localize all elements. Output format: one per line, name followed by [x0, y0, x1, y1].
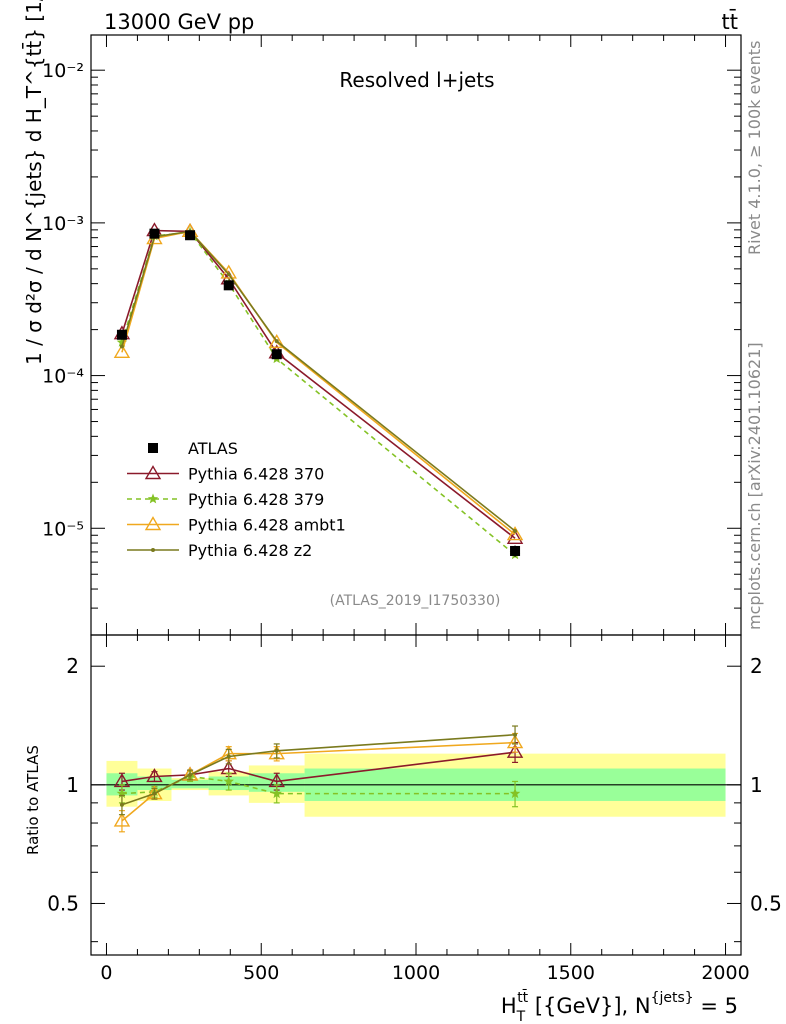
ratio-line — [121, 775, 516, 795]
data-point — [223, 280, 234, 291]
header-left: 13000 GeV pp — [104, 10, 254, 34]
series-point — [268, 333, 285, 349]
data-point — [116, 329, 127, 340]
main-y-tick-label: 10⁻³ — [42, 213, 84, 235]
ratio-y-tick-label-right: 2 — [750, 654, 763, 678]
legend-label: ATLAS — [188, 439, 238, 458]
ratio-point — [226, 754, 231, 759]
xlabel: HTtt̄ [{GeV}], N{jets} = 5 — [501, 988, 738, 1024]
plot-title: Resolved l+jets — [339, 68, 494, 92]
main-ylabel: 1 / σ d²σ / d N^{jets} d H_T^{tt̄} [1/Ge… — [21, 0, 46, 365]
series-point — [116, 336, 128, 347]
main-y-tick-label: 10⁻⁴ — [42, 366, 84, 388]
xlabel-sup2: {jets} — [651, 990, 694, 1006]
xlabel-mid: [{GeV}], N — [528, 994, 650, 1018]
x-tick-label: 500 — [243, 962, 279, 984]
main-y-tick-label: 10⁻⁵ — [42, 518, 84, 540]
ratio-band-inner — [171, 779, 209, 789]
ratio-line — [121, 751, 516, 783]
legend-label: Pythia 6.428 ambt1 — [188, 516, 346, 535]
xlabel-sup: tt̄ — [517, 988, 528, 1006]
ratio-point — [146, 768, 163, 783]
header-right: tt̄ — [722, 9, 738, 34]
legend: ATLAS Pythia 6.428 370 Pythia 6.428 379 Pyt… — [127, 439, 346, 560]
legend-label: Pythia 6.428 z2 — [188, 541, 312, 560]
xlabel-main: H — [501, 994, 517, 1018]
data-point — [149, 228, 160, 239]
series-line — [121, 229, 516, 539]
data-point — [510, 545, 521, 556]
series-point — [274, 339, 279, 344]
legend-marker — [151, 548, 155, 552]
series-point — [119, 344, 124, 349]
main-y-tick-label: 10⁻² — [42, 60, 84, 82]
ratio-point — [506, 743, 524, 758]
series-point — [506, 529, 524, 544]
ratio-point — [274, 748, 279, 753]
data-point — [185, 230, 196, 241]
main-panel — [113, 222, 524, 560]
ratio-y-tick-label-left: 1 — [66, 773, 79, 797]
rivet-label: Rivet 4.1.0, ≥ 100k events — [745, 41, 764, 255]
ratio-point — [513, 732, 518, 737]
ratio-point — [223, 775, 234, 786]
ratio-band-inner — [137, 776, 172, 791]
x-tick-label: 2000 — [701, 962, 749, 984]
ratio-point — [116, 788, 128, 799]
ratio-y-tick-label-right: 0.5 — [750, 891, 782, 915]
x-tick-label: 1000 — [392, 962, 440, 984]
ratio-point — [113, 812, 131, 827]
ratio-point — [506, 734, 524, 749]
ratio-point — [268, 745, 285, 760]
ratio-point — [119, 802, 124, 807]
x-tick-label: 0 — [100, 962, 112, 984]
ratio-line — [121, 733, 516, 806]
data-point — [271, 349, 282, 360]
series-point — [506, 526, 524, 541]
x-tick-label: 1500 — [547, 962, 595, 984]
legend-marker — [147, 493, 159, 504]
ratio-y-tick-label-left: 2 — [66, 654, 79, 678]
series-line — [121, 230, 516, 532]
ratio-point — [188, 772, 193, 777]
ratio-point — [152, 791, 157, 796]
series-point — [513, 528, 518, 533]
xlabel-sub: T — [516, 1009, 526, 1024]
ratio-ylabel: Ratio to ATLAS — [24, 745, 42, 855]
legend-marker — [144, 465, 162, 480]
analysis-id: (ATLAS_2019_I1750330) — [330, 593, 501, 609]
xlabel-tail: = 5 — [694, 994, 738, 1018]
legend-marker — [148, 443, 158, 453]
ratio-y-tick-label-right: 1 — [750, 773, 763, 797]
ratio-point — [509, 788, 521, 799]
series-point — [220, 264, 237, 279]
mcplots-label: mcplots.cern.ch [arXiv:2401.10621] — [745, 342, 764, 630]
legend-marker — [144, 516, 162, 531]
ratio-y-tick-label-left: 0.5 — [47, 891, 79, 915]
legend-label: Pythia 6.428 370 — [188, 465, 324, 484]
legend-label: Pythia 6.428 379 — [188, 490, 324, 509]
series-point — [226, 272, 231, 277]
ratio-panel — [91, 725, 741, 833]
ratio-point — [271, 788, 282, 799]
series-point — [113, 343, 131, 359]
